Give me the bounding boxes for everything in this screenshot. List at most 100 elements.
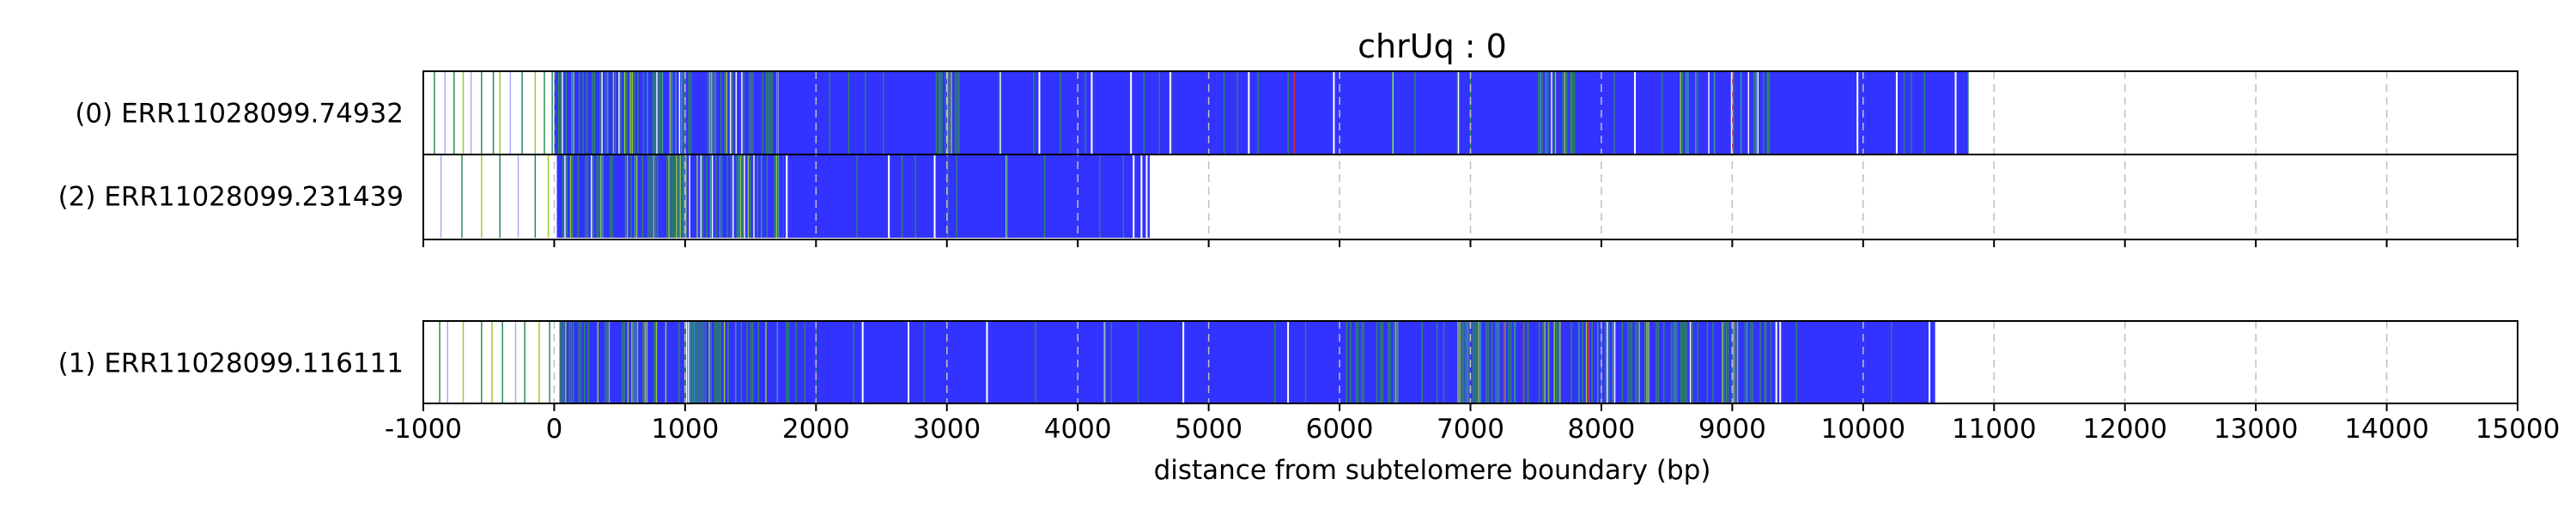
read-variant-mark <box>1768 71 1770 154</box>
read-variant-mark <box>1697 71 1698 154</box>
read-variant-mark <box>578 321 580 404</box>
read-variant-mark <box>642 321 644 404</box>
read-variant-mark <box>572 154 574 238</box>
read-gap-mark <box>1145 154 1148 238</box>
read-variant-mark <box>865 71 866 154</box>
read-variant-mark <box>1562 71 1564 154</box>
read-variant-mark <box>651 154 653 238</box>
read-variant-mark <box>724 71 726 154</box>
read-variant-mark <box>750 321 752 404</box>
read-variant-mark <box>636 321 639 404</box>
read-variant-mark <box>586 154 589 238</box>
read-variant-mark <box>774 154 775 238</box>
read-variant-mark <box>680 71 683 154</box>
read-variant-mark <box>718 321 720 404</box>
x-tick-label: 8000 <box>1567 414 1635 445</box>
read-variant-mark <box>1684 321 1686 404</box>
read-variant-mark <box>1363 321 1364 404</box>
read-variant-mark <box>1522 321 1524 404</box>
read-gap-mark <box>1287 321 1290 404</box>
read-variant-mark <box>654 71 656 154</box>
read-variant-mark <box>1465 321 1467 404</box>
read-variant-mark <box>569 154 572 238</box>
read-variant-mark <box>1744 321 1747 404</box>
chart-title: chrUq : 0 <box>1358 27 1507 65</box>
read-variant-mark <box>714 71 716 154</box>
read-variant-mark <box>787 321 790 404</box>
read-block <box>783 154 1151 238</box>
read-variant-mark <box>661 71 664 154</box>
read-variant-mark <box>549 321 550 404</box>
read-gap-mark <box>861 321 864 404</box>
read-variant-mark <box>1485 321 1487 404</box>
read-variant-mark <box>669 71 671 154</box>
read-variant-mark <box>769 71 771 154</box>
read-variant-mark <box>1673 321 1674 404</box>
read-variant-mark <box>534 154 537 238</box>
read-variant-mark <box>627 321 629 404</box>
read-variant-mark <box>689 154 690 238</box>
x-tick-label: 6000 <box>1306 414 1374 445</box>
read-variant-mark <box>1553 321 1555 404</box>
read-variant-mark <box>631 71 634 154</box>
read-variant-mark <box>434 71 435 154</box>
read-variant-mark <box>654 154 657 238</box>
read-variant-mark <box>481 321 483 404</box>
read-variant-mark <box>1680 321 1682 404</box>
read-variant-mark <box>655 321 658 404</box>
read-variant-mark <box>1733 321 1735 404</box>
read-variant-mark <box>679 154 681 238</box>
read-variant-mark <box>1236 71 1238 154</box>
read-variant-mark <box>1582 321 1583 404</box>
read-variant-mark <box>579 71 580 154</box>
read-variant-mark <box>935 71 938 154</box>
read-variant-mark <box>649 154 651 238</box>
read-variant-mark <box>1795 321 1797 404</box>
read-variant-mark <box>1687 71 1689 154</box>
read-variant-mark <box>1604 321 1607 404</box>
read-gap-mark <box>1133 154 1135 238</box>
read-variant-mark <box>715 154 717 238</box>
read-variant-mark <box>765 321 767 404</box>
read-variant-mark <box>711 71 713 154</box>
read-variant-mark <box>1554 71 1557 154</box>
read-variant-mark <box>601 71 603 154</box>
read-variant-mark <box>743 71 744 154</box>
read-variant-mark <box>742 154 744 238</box>
read-variant-mark <box>1555 321 1558 404</box>
read-variant-mark <box>642 71 645 154</box>
read-variant-mark <box>776 321 778 404</box>
read-variant-mark <box>678 321 680 404</box>
tracks-layer: (0) ERR11028099.74932 (2) ERR11028099.231… <box>58 70 2518 411</box>
read-variant-mark <box>795 321 797 404</box>
read-variant-mark <box>1644 321 1646 404</box>
read-variant-mark <box>641 154 643 238</box>
read-variant-mark <box>1763 71 1765 154</box>
read-variant-mark <box>1923 71 1926 154</box>
read-variant-mark <box>676 154 677 238</box>
read-variant-mark <box>777 154 780 238</box>
read-variant-mark <box>1542 321 1544 404</box>
read-gap-mark <box>1634 71 1637 154</box>
read-variant-mark <box>453 71 455 154</box>
x-tick-label: -1000 <box>385 414 462 445</box>
read-variant-mark <box>1723 321 1725 404</box>
read-variant-mark <box>1376 321 1378 404</box>
x-tick-label: 4000 <box>1044 414 1112 445</box>
read-variant-mark <box>732 154 734 238</box>
read-variant-mark <box>631 321 633 404</box>
read-variant-mark <box>1646 321 1648 404</box>
read-variant-mark <box>481 71 483 154</box>
read-variant-mark <box>1689 321 1692 404</box>
x-tick-label: 10000 <box>1821 414 1906 445</box>
read-variant-mark <box>775 154 778 238</box>
read-variant-mark <box>630 154 632 238</box>
read-variant-mark <box>1682 321 1684 404</box>
read-variant-mark <box>633 71 635 154</box>
read-variant-mark <box>1571 71 1573 154</box>
read-variant-mark <box>647 154 649 238</box>
read-variant-mark <box>713 71 714 154</box>
read-variant-mark <box>501 321 503 404</box>
read-variant-mark <box>635 321 636 404</box>
read-variant-mark <box>440 154 442 238</box>
